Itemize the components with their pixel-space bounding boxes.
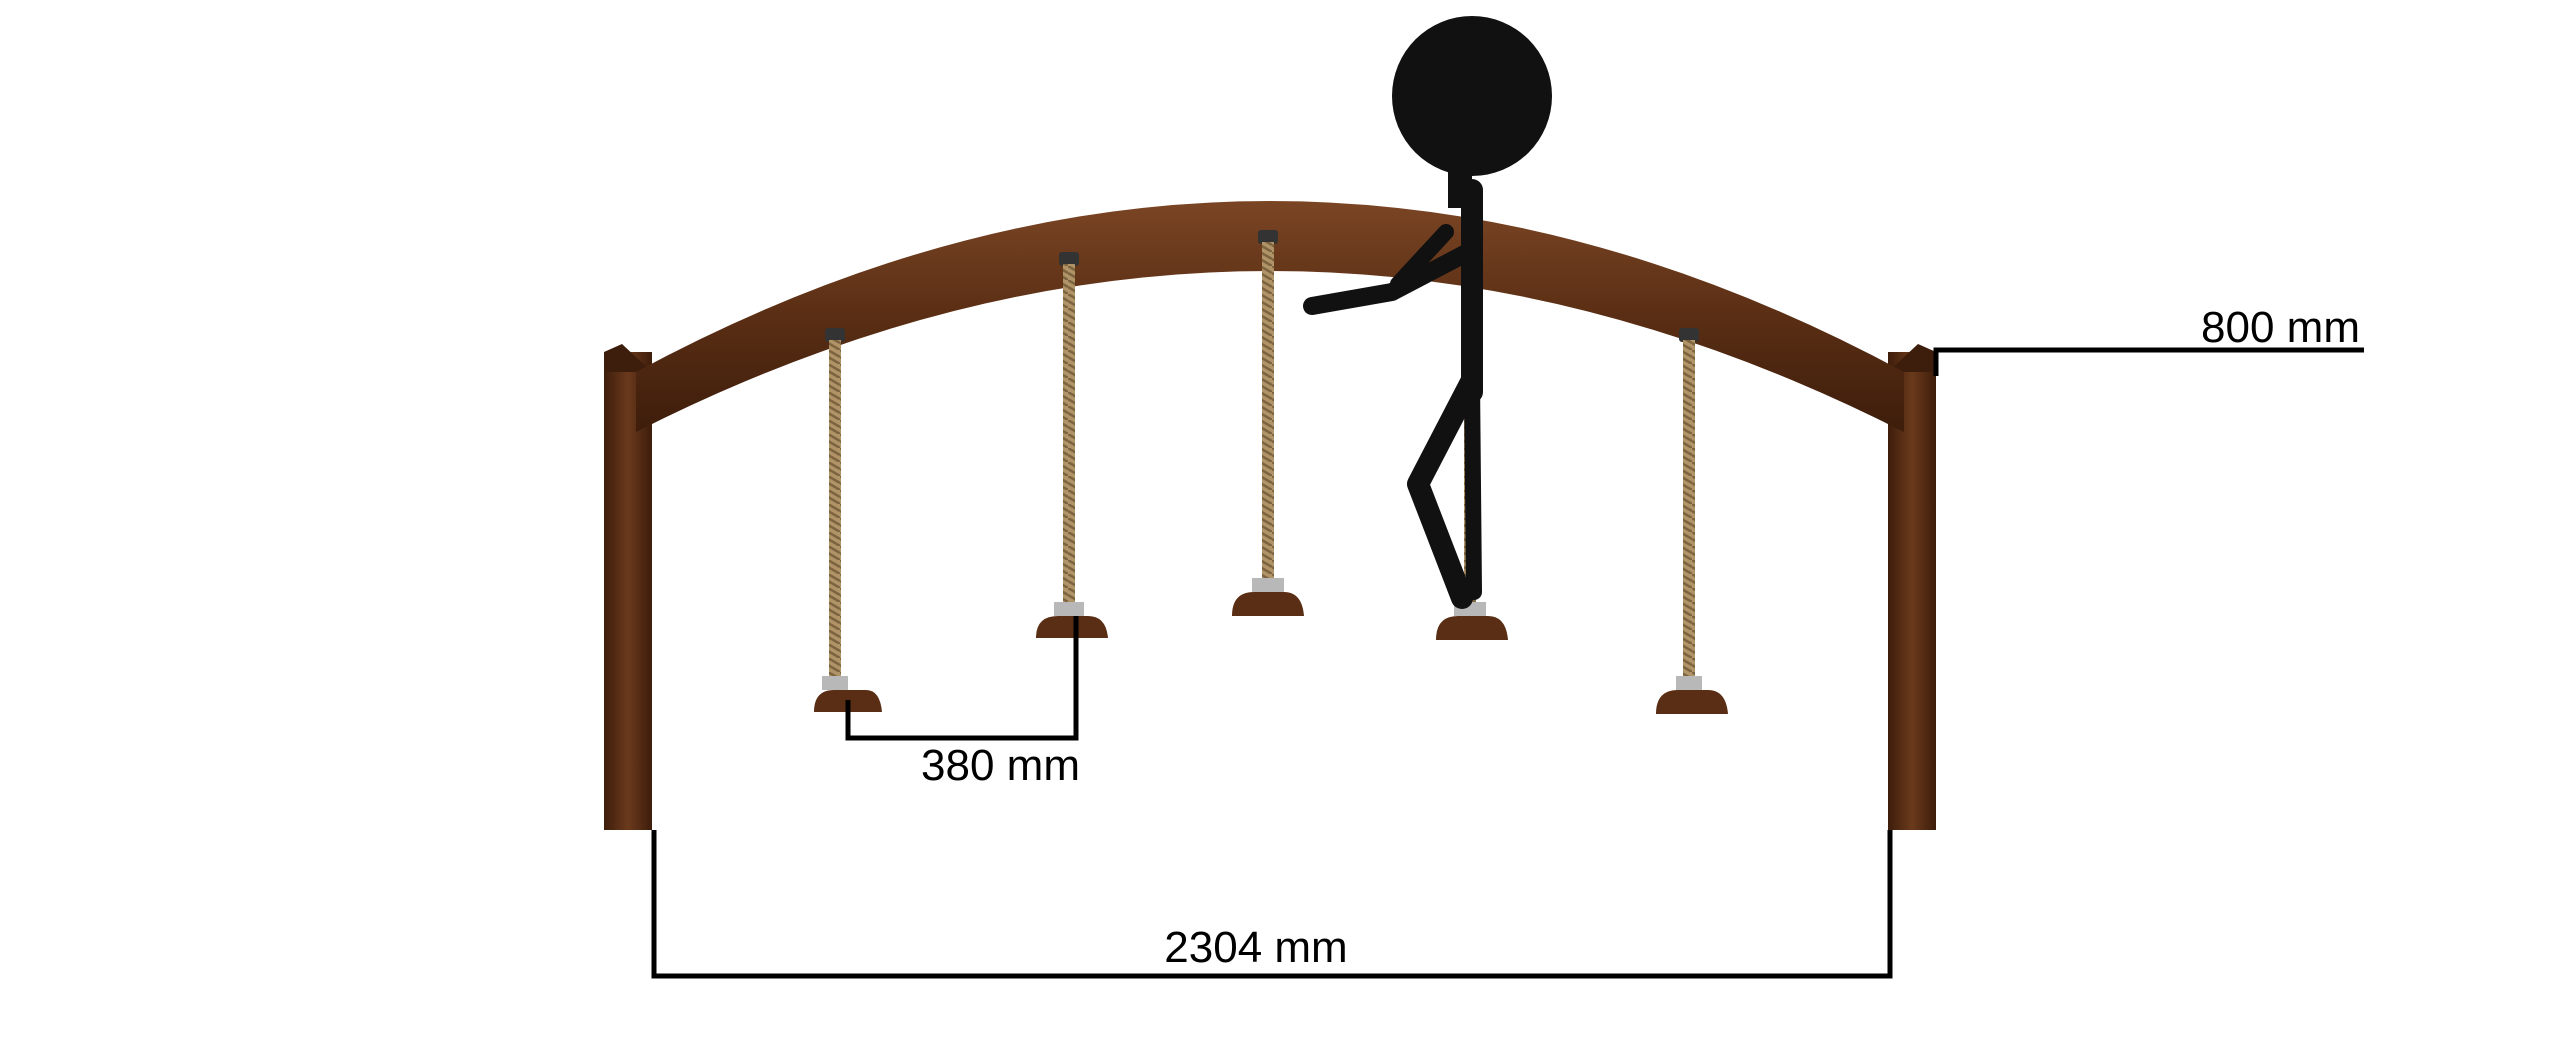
person-silhouette <box>1303 16 1552 609</box>
height-label: 800 mm <box>2201 303 2360 352</box>
arched-beam <box>636 201 1904 432</box>
hanging-rope-1 <box>814 328 882 712</box>
hanging-rope-2 <box>1036 252 1108 638</box>
span-label: 2304 mm <box>1164 923 1347 972</box>
right-post <box>1888 344 1936 830</box>
step-spacing-label: 380 mm <box>921 741 1080 790</box>
hanging-rope-5 <box>1656 328 1728 714</box>
hanging-rope-3 <box>1232 230 1304 616</box>
left-post <box>604 344 652 830</box>
height-dimension: 800 mm <box>1933 303 2364 376</box>
span-dimension: 2304 mm <box>651 830 1893 979</box>
step-spacing-dimension: 380 mm <box>845 616 1080 790</box>
